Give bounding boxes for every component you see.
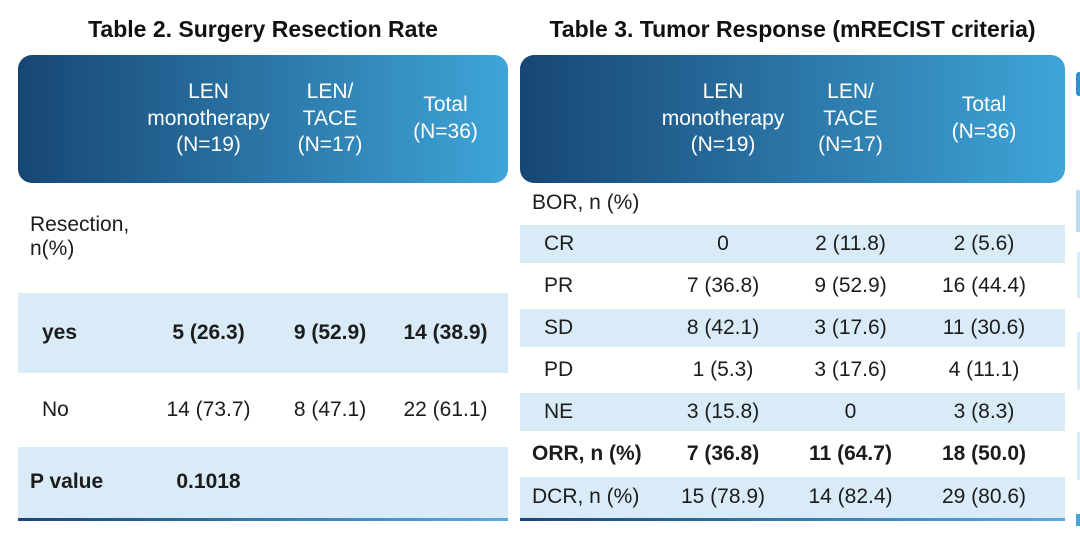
cell-orr-len-tace: 11 (64.7) — [809, 441, 892, 465]
cell-cr-len-monotherapy: 0 — [717, 231, 729, 255]
table-3-header-len-monotherapy: LEN monotherapy (N=19) — [661, 79, 785, 157]
cell-dcr-total: 29 (80.6) — [941, 485, 1027, 509]
cell-no-len-tace: 8 (47.1) — [293, 397, 367, 421]
table-2-header-total: Total (N=36) — [413, 93, 478, 143]
cell-pr-len-monotherapy: 7 (36.8) — [686, 273, 760, 297]
row-label-pd: PD — [544, 357, 574, 381]
table-row-yes: yes 5 (26.3) 9 (52.9) 14 (38.9) — [18, 291, 508, 375]
cell-sd-len-tace: 3 (17.6) — [814, 315, 887, 339]
table-3-header-total: Total (N=36) — [951, 93, 1017, 143]
table-row-resection-group: Resection, n(%) — [18, 183, 508, 291]
row-label-bor: BOR, n (%) — [532, 190, 640, 214]
row-label-p-value: P value — [30, 470, 104, 494]
row-label-resection: Resection, n(%) — [30, 212, 130, 260]
row-label-orr: ORR, n (%) — [532, 441, 642, 465]
cell-cr-total: 2 (5.6) — [953, 231, 1015, 255]
cell-orr-len-monotherapy: 7 (36.8) — [686, 441, 760, 465]
cell-pr-len-tace: 9 (52.9) — [814, 273, 887, 297]
cell-yes-len-tace: 9 (52.9) — [293, 320, 367, 344]
table-row-p-value: P value 0.1018 — [18, 445, 508, 518]
table-2-header-spacer — [18, 55, 140, 183]
table-2-surgery-resection-rate: Table 2. Surgery Resection Rate LEN mono… — [18, 10, 508, 521]
offscreen-table-sliver — [1076, 190, 1080, 232]
table-row-ne: NE 3 (15.8) 0 3 (8.3) — [520, 391, 1065, 433]
table-row-no: No 14 (73.7) 8 (47.1) 22 (61.1) — [18, 375, 508, 445]
cell-yes-total: 14 (38.9) — [403, 320, 488, 344]
table-3-tumor-response: Table 3. Tumor Response (mRECIST criteri… — [520, 10, 1065, 521]
table-row-orr: ORR, n (%) 7 (36.8) 11 (64.7) 18 (50.0) — [520, 433, 1065, 475]
table-row-cr: CR 0 2 (11.8) 2 (5.6) — [520, 223, 1065, 265]
cell-cr-len-tace: 2 (11.8) — [815, 231, 886, 255]
table-row-dcr: DCR, n (%) 15 (78.9) 14 (82.4) 29 (80.6) — [520, 475, 1065, 518]
cell-orr-total: 18 (50.0) — [941, 441, 1027, 465]
table-row-pd: PD 1 (5.3) 3 (17.6) 4 (11.1) — [520, 349, 1065, 391]
table-row-pr: PR 7 (36.8) 9 (52.9) 16 (44.4) — [520, 265, 1065, 307]
table-3-bottom-rule — [520, 518, 1065, 521]
cell-sd-len-monotherapy: 8 (42.1) — [686, 315, 760, 339]
offscreen-table-rule-sliver — [1076, 514, 1080, 526]
row-label-ne: NE — [544, 399, 574, 423]
cell-pr-total: 16 (44.4) — [941, 273, 1027, 297]
table-2-title: Table 2. Surgery Resection Rate — [88, 16, 438, 42]
table-3-header-len-tace: LEN/ TACE (N=17) — [818, 79, 883, 157]
table-row-sd: SD 8 (42.1) 3 (17.6) 11 (30.6) — [520, 307, 1065, 349]
row-label-cr: CR — [544, 231, 575, 255]
cell-ne-len-monotherapy: 3 (15.8) — [686, 399, 760, 423]
table-3-title: Table 3. Tumor Response (mRECIST criteri… — [549, 16, 1036, 42]
cell-pd-total: 4 (11.1) — [948, 357, 1020, 381]
cell-ne-total: 3 (8.3) — [953, 399, 1015, 423]
cell-yes-len-monotherapy: 5 (26.3) — [172, 320, 245, 344]
cell-sd-total: 11 (30.6) — [942, 315, 1026, 339]
table-row-bor: BOR, n (%) — [520, 183, 1065, 223]
cell-pd-len-monotherapy: 1 (5.3) — [692, 357, 754, 381]
cell-ne-len-tace: 0 — [844, 399, 857, 423]
table-2-header-row: LEN monotherapy (N=19) LEN/ TACE (N=17) … — [18, 55, 508, 183]
offscreen-table-header-sliver — [1076, 72, 1080, 96]
row-label-pr: PR — [544, 273, 574, 297]
table-3-header-spacer — [520, 55, 648, 183]
row-label-sd: SD — [544, 315, 574, 339]
cell-pd-len-tace: 3 (17.6) — [814, 357, 887, 381]
cell-no-total: 22 (61.1) — [403, 397, 488, 421]
cell-p-value: 0.1018 — [176, 470, 241, 494]
table-2-header-len-tace: LEN/ TACE (N=17) — [297, 79, 363, 157]
cell-dcr-len-monotherapy: 15 (78.9) — [680, 485, 766, 509]
row-label-yes: yes — [42, 320, 78, 344]
cell-dcr-len-tace: 14 (82.4) — [808, 485, 893, 509]
table-2-bottom-rule — [18, 518, 508, 521]
cell-no-len-monotherapy: 14 (73.7) — [166, 397, 251, 421]
table-3-header-row: LEN monotherapy (N=19) LEN/ TACE (N=17) … — [520, 55, 1065, 183]
row-label-no: No — [42, 397, 69, 421]
table-2-header-len-monotherapy: LEN monotherapy (N=19) — [147, 79, 270, 157]
row-label-dcr: DCR, n (%) — [532, 485, 640, 509]
